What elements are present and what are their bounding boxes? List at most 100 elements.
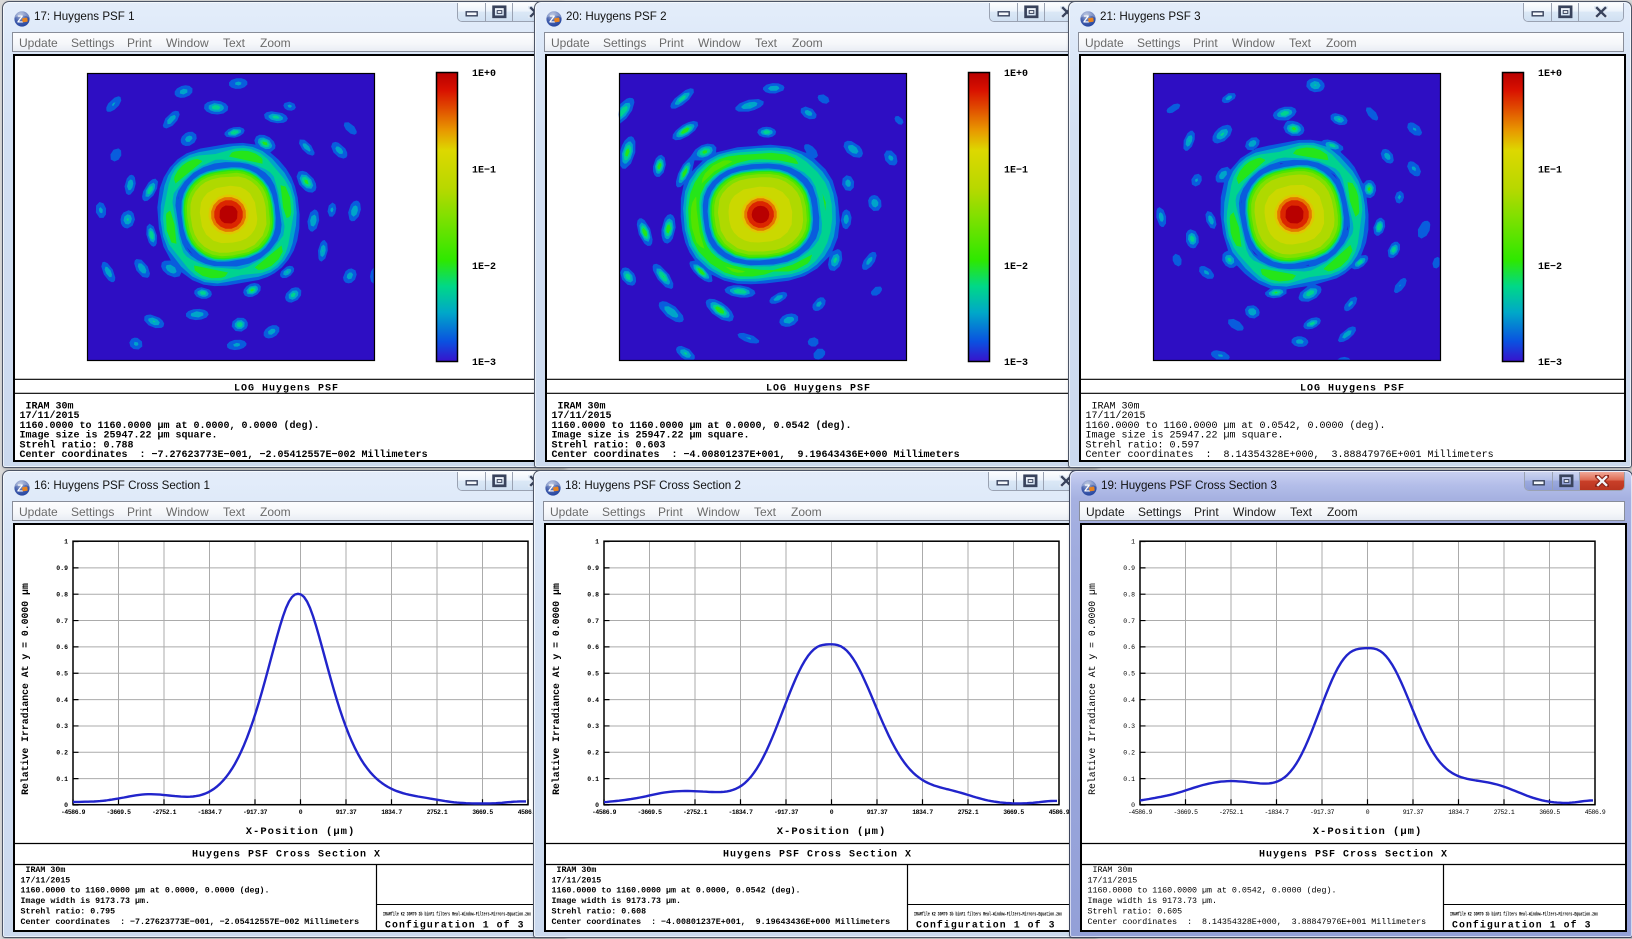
svg-text:-917.37: -917.37 — [242, 809, 267, 816]
svg-text:Center coordinates : 8.14354: Center coordinates : 8.14354328E+000, 3.… — [1085, 449, 1493, 461]
svg-text:-3669.5: -3669.5 — [1173, 809, 1198, 816]
svg-text:0.8: 0.8 — [1123, 591, 1135, 598]
svg-text:IRAMfile K2 30M70 3b binF1 fi: IRAMfile K2 30M70 3b binF1 filters Real-… — [383, 911, 531, 918]
svg-text:X-Position (µm): X-Position (µm) — [245, 826, 355, 838]
svg-text:IRAM 30m: IRAM 30m — [1085, 401, 1139, 412]
svg-text:X-Position (µm): X-Position (µm) — [1312, 826, 1422, 838]
svg-text:3669.5: 3669.5 — [1539, 809, 1560, 816]
svg-text:17/11/2015: 17/11/2015 — [551, 875, 601, 885]
svg-text:917.37: 917.37 — [335, 809, 356, 816]
svg-text:IRAM 30m: IRAM 30m — [20, 866, 65, 875]
svg-text:0.5: 0.5 — [587, 670, 599, 677]
svg-text:0.5: 0.5 — [1123, 670, 1135, 677]
svg-text:1: 1 — [1131, 539, 1135, 546]
svg-text:Strehl ratio: 0.597: Strehl ratio: 0.597 — [1085, 439, 1199, 451]
svg-text:IRAMfile K2 30M70 3b binF1 fi: IRAMfile K2 30M70 3b binF1 filters Real-… — [1450, 911, 1598, 918]
svg-text:IRAM 30m: IRAM 30m — [1087, 866, 1132, 875]
svg-text:LOG Huygens PSF: LOG Huygens PSF — [1299, 384, 1404, 395]
svg-text:Z: Z — [1084, 484, 1090, 495]
svg-text:0.2: 0.2 — [1123, 750, 1135, 757]
svg-text:0.8: 0.8 — [56, 591, 68, 598]
svg-text:1160.0000 to 1160.0000 µm at 0: 1160.0000 to 1160.0000 µm at 0.0542, 0.0… — [1087, 886, 1336, 896]
svg-text:Z: Z — [1083, 15, 1089, 26]
svg-text:Center coordinates : 8.14354: Center coordinates : 8.14354328E+000, 3.… — [1087, 917, 1426, 927]
svg-text:17/11/2015: 17/11/2015 — [1087, 875, 1137, 885]
svg-text:Image size is 25947.22 µm squa: Image size is 25947.22 µm square. — [19, 430, 217, 442]
svg-text:1E−3: 1E−3 — [1004, 358, 1028, 369]
svg-text:Image size is 25947.22 µm squa: Image size is 25947.22 µm square. — [1085, 430, 1283, 442]
svg-text:1160.0000 to 1160.0000 µm at 0: 1160.0000 to 1160.0000 µm at 0.0542, 0.0… — [1085, 420, 1385, 432]
svg-text:1E−2: 1E−2 — [472, 262, 496, 273]
svg-text:4586.9: 4586.9 — [517, 809, 538, 816]
svg-text:Configuration 1 of 3: Configuration 1 of 3 — [916, 920, 1056, 931]
svg-text:2752.1: 2752.1 — [1493, 809, 1514, 816]
svg-text:Strehl ratio: 0.608: Strehl ratio: 0.608 — [551, 907, 646, 917]
svg-text:Z: Z — [17, 15, 23, 26]
svg-text:17/11/2015: 17/11/2015 — [551, 410, 611, 422]
svg-text:1E−3: 1E−3 — [472, 358, 496, 369]
svg-text:0.4: 0.4 — [56, 697, 68, 704]
svg-text:1160.0000 to 1160.0000 µm at 0: 1160.0000 to 1160.0000 µm at 0.0000, 0.0… — [19, 420, 319, 432]
svg-text:Strehl ratio: 0.605: Strehl ratio: 0.605 — [1087, 907, 1182, 917]
svg-text:0.2: 0.2 — [56, 750, 68, 757]
svg-text:Strehl ratio: 0.788: Strehl ratio: 0.788 — [19, 439, 133, 451]
svg-text:4586.9: 4586.9 — [1048, 809, 1069, 816]
svg-text:Z: Z — [548, 484, 554, 495]
svg-text:0: 0 — [64, 802, 68, 809]
svg-text:1: 1 — [64, 539, 68, 546]
svg-text:Z: Z — [17, 484, 23, 495]
svg-text:Center coordinates : −4.00801: Center coordinates : −4.00801237E+001, 9… — [551, 449, 959, 461]
svg-text:Center coordinates : −7.27623: Center coordinates : −7.27623773E−001, −… — [19, 449, 427, 461]
svg-text:-1834.7: -1834.7 — [728, 809, 753, 816]
svg-text:0.7: 0.7 — [587, 618, 599, 625]
svg-text:0.4: 0.4 — [587, 697, 599, 704]
svg-text:-4586.9: -4586.9 — [60, 809, 85, 816]
svg-text:IRAM 30m: IRAM 30m — [551, 866, 596, 875]
svg-text:1E−3: 1E−3 — [1538, 358, 1562, 369]
svg-text:1834.7: 1834.7 — [1448, 809, 1469, 816]
svg-text:-1834.7: -1834.7 — [197, 809, 222, 816]
svg-text:Center coordinates : −4.00801: Center coordinates : −4.00801237E+001, 9… — [551, 917, 890, 927]
svg-text:917.37: 917.37 — [1402, 809, 1423, 816]
svg-text:0.1: 0.1 — [1123, 776, 1135, 783]
svg-text:Relative Irradiance At y = 0.0: Relative Irradiance At y = 0.0000 µm — [1087, 583, 1098, 795]
svg-text:-4586.9: -4586.9 — [1127, 809, 1152, 816]
svg-text:Relative Irradiance At y = 0.0: Relative Irradiance At y = 0.0000 µm — [20, 583, 31, 795]
svg-text:IRAM 30m: IRAM 30m — [19, 401, 73, 412]
svg-text:0.7: 0.7 — [1123, 618, 1135, 625]
svg-text:17/11/2015: 17/11/2015 — [1085, 410, 1145, 422]
svg-text:0.1: 0.1 — [587, 776, 599, 783]
svg-text:Strehl ratio: 0.795: Strehl ratio: 0.795 — [20, 907, 115, 917]
svg-text:4586.9: 4586.9 — [1584, 809, 1605, 816]
svg-text:0: 0 — [595, 802, 599, 809]
svg-text:0: 0 — [1131, 802, 1135, 809]
svg-text:17/11/2015: 17/11/2015 — [20, 875, 70, 885]
svg-text:0.4: 0.4 — [1123, 697, 1135, 704]
svg-text:-917.37: -917.37 — [773, 809, 798, 816]
svg-text:IRAMfile K2 30M70 3b binF1 fi: IRAMfile K2 30M70 3b binF1 filters Real-… — [914, 911, 1062, 918]
svg-text:1160.0000 to 1160.0000 µm at 0: 1160.0000 to 1160.0000 µm at 0.0000, 0.0… — [20, 886, 269, 896]
svg-text:1160.0000 to 1160.0000 µm at 0: 1160.0000 to 1160.0000 µm at 0.0000, 0.0… — [551, 420, 851, 432]
svg-text:0.5: 0.5 — [56, 670, 68, 677]
svg-text:1E−1: 1E−1 — [1538, 166, 1562, 177]
svg-text:Relative Irradiance At y = 0.0: Relative Irradiance At y = 0.0000 µm — [551, 583, 562, 795]
svg-text:0: 0 — [829, 809, 833, 816]
svg-text:0.6: 0.6 — [1123, 644, 1135, 651]
svg-text:0: 0 — [298, 809, 302, 816]
svg-text:-2752.1: -2752.1 — [151, 809, 176, 816]
svg-text:0.9: 0.9 — [56, 565, 68, 572]
svg-text:-4586.9: -4586.9 — [591, 809, 616, 816]
svg-text:LOG Huygens PSF: LOG Huygens PSF — [233, 384, 338, 395]
svg-text:0.7: 0.7 — [56, 618, 68, 625]
svg-text:Z: Z — [549, 15, 555, 26]
svg-text:917.37: 917.37 — [866, 809, 887, 816]
svg-text:1E−2: 1E−2 — [1004, 262, 1028, 273]
svg-text:-3669.5: -3669.5 — [637, 809, 662, 816]
svg-text:Huygens PSF Cross Section X: Huygens PSF Cross Section X — [191, 849, 380, 861]
svg-text:Image width is 9173.73 µm.: Image width is 9173.73 µm. — [551, 896, 680, 906]
svg-text:Huygens PSF Cross Section X: Huygens PSF Cross Section X — [1258, 849, 1447, 861]
svg-text:1834.7: 1834.7 — [912, 809, 933, 816]
svg-text:-2752.1: -2752.1 — [1218, 809, 1243, 816]
svg-text:1E−1: 1E−1 — [472, 166, 496, 177]
svg-text:1E+0: 1E+0 — [1538, 69, 1562, 80]
